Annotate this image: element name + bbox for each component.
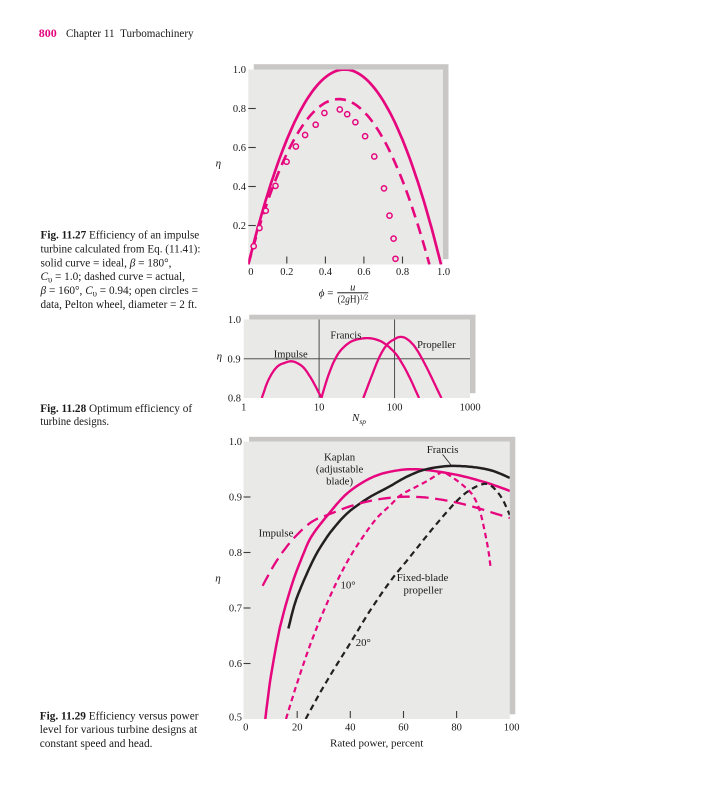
svg-text:Fig. 11.27 Efficiency of an im: Fig. 11.27 Efficiency of an impulse bbox=[41, 228, 200, 242]
svg-text:100: 100 bbox=[387, 403, 403, 414]
svg-text:ϕ =: ϕ = bbox=[319, 287, 334, 299]
svg-text:1000: 1000 bbox=[460, 403, 481, 414]
svg-text:0.9: 0.9 bbox=[227, 354, 240, 365]
svg-text:0.8: 0.8 bbox=[396, 267, 409, 278]
svg-text:Fig. 11.28 Optimum efficiency: Fig. 11.28 Optimum efficiency of bbox=[40, 401, 192, 415]
svg-text:800: 800 bbox=[39, 26, 57, 40]
svg-text:1.0: 1.0 bbox=[233, 65, 246, 76]
svg-text:η: η bbox=[217, 351, 222, 363]
svg-text:constant speed and head.: constant speed and head. bbox=[40, 736, 153, 750]
svg-text:Impulse: Impulse bbox=[259, 527, 294, 539]
svg-text:0: 0 bbox=[243, 723, 248, 734]
svg-text:β = 160°, Cυ = 0.94; open circ: β = 160°, Cυ = 0.94; open circles = bbox=[40, 283, 199, 298]
svg-text:10°: 10° bbox=[340, 579, 355, 591]
svg-text:0.5: 0.5 bbox=[229, 713, 242, 724]
svg-text:(2gH)1/2: (2gH)1/2 bbox=[338, 292, 369, 305]
svg-text:0.8: 0.8 bbox=[228, 394, 241, 405]
svg-text:turbine designs.: turbine designs. bbox=[40, 414, 109, 428]
svg-text:0.7: 0.7 bbox=[229, 604, 242, 615]
svg-text:20: 20 bbox=[292, 723, 303, 734]
svg-text:blade): blade) bbox=[326, 476, 353, 488]
svg-text:60: 60 bbox=[398, 723, 409, 734]
svg-text:u: u bbox=[350, 283, 355, 294]
svg-text:turbine calculated from Eq. (1: turbine calculated from Eq. (11.41): bbox=[41, 241, 201, 255]
svg-text:1.0: 1.0 bbox=[229, 437, 242, 448]
svg-text:1.0: 1.0 bbox=[437, 267, 450, 278]
svg-text:10: 10 bbox=[314, 403, 325, 414]
svg-text:1: 1 bbox=[241, 403, 246, 414]
svg-text:80: 80 bbox=[451, 723, 462, 734]
svg-text:1.0: 1.0 bbox=[228, 315, 241, 326]
svg-text:0.4: 0.4 bbox=[233, 182, 247, 193]
svg-text:Fig. 11.29 Efficiency versus p: Fig. 11.29 Efficiency versus power bbox=[40, 708, 199, 722]
svg-text:Chapter 11 Turbomachinery: Chapter 11 Turbomachinery bbox=[66, 26, 194, 40]
svg-text:Nsp: Nsp bbox=[351, 412, 366, 426]
svg-text:Propeller: Propeller bbox=[417, 340, 456, 351]
svg-text:Francis: Francis bbox=[427, 444, 459, 456]
svg-text:η: η bbox=[215, 572, 220, 584]
svg-text:0.6: 0.6 bbox=[233, 143, 246, 154]
svg-text:0.2: 0.2 bbox=[233, 221, 246, 232]
svg-text:0.6: 0.6 bbox=[229, 659, 242, 670]
svg-text:20°: 20° bbox=[356, 637, 371, 649]
svg-text:solid curve = ideal, β = 180°,: solid curve = ideal, β = 180°, bbox=[41, 255, 172, 269]
svg-text:0.2: 0.2 bbox=[280, 267, 293, 278]
svg-text:Impulse: Impulse bbox=[274, 349, 308, 360]
svg-text:0.9: 0.9 bbox=[229, 493, 242, 504]
svg-text:0.8: 0.8 bbox=[229, 548, 242, 559]
svg-text:Kaplan: Kaplan bbox=[324, 451, 356, 463]
svg-text:η: η bbox=[216, 157, 221, 169]
svg-text:Fixed-blade: Fixed-blade bbox=[397, 572, 449, 584]
svg-text:level for various turbine desi: level for various turbine designs at bbox=[40, 722, 198, 736]
svg-text:data, Pelton wheel, diameter =: data, Pelton wheel, diameter = 2 ft. bbox=[41, 297, 198, 311]
svg-text:0: 0 bbox=[248, 267, 253, 278]
svg-text:Cυ = 1.0; dashed curve = actua: Cυ = 1.0; dashed curve = actual, bbox=[41, 269, 186, 284]
svg-text:40: 40 bbox=[345, 723, 356, 734]
svg-text:(adjustable: (adjustable bbox=[316, 464, 364, 476]
svg-text:100: 100 bbox=[504, 723, 520, 734]
svg-text:0.6: 0.6 bbox=[357, 267, 370, 278]
svg-text:0.4: 0.4 bbox=[319, 267, 333, 278]
svg-text:Rated power, percent: Rated power, percent bbox=[330, 737, 423, 749]
svg-text:propeller: propeller bbox=[404, 585, 443, 597]
svg-text:Francis: Francis bbox=[330, 331, 361, 342]
svg-text:0.8: 0.8 bbox=[233, 104, 246, 115]
